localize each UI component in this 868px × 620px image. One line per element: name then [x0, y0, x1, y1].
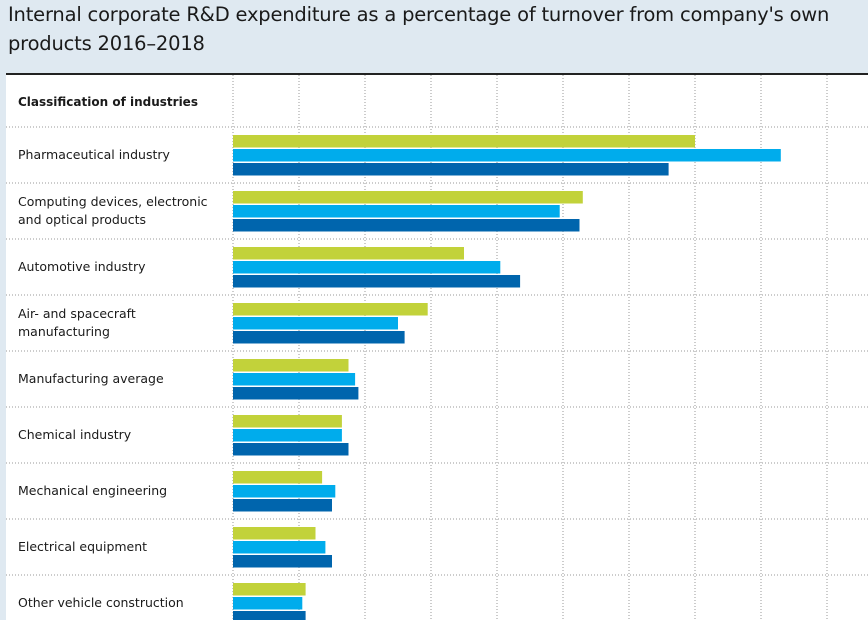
category-label: Other vehicle construction [18, 595, 184, 610]
bar [233, 443, 349, 456]
bar [233, 191, 583, 204]
bar [233, 583, 306, 596]
bar-chart: Classification of industries Pharmaceutic… [6, 75, 868, 620]
category-label: Mechanical engineering [18, 483, 167, 498]
category-label: Manufacturing average [18, 371, 164, 386]
bar [233, 429, 342, 442]
category-label: Chemical industry [18, 427, 132, 442]
category-label: manufacturing [18, 324, 110, 339]
bar [233, 135, 695, 148]
bar [233, 541, 326, 554]
category-label: Air- and spacecraft [18, 306, 136, 321]
bar [233, 303, 428, 316]
chart-panel: Classification of industries Pharmaceutic… [6, 73, 868, 620]
bar [233, 275, 521, 288]
column-header: Classification of industries [18, 95, 198, 109]
chart-title: Internal corporate R&D expenditure as a … [8, 3, 830, 55]
bar [233, 205, 560, 218]
bar [233, 527, 316, 540]
category-label: Computing devices, electronic [18, 194, 208, 209]
bar [233, 555, 332, 568]
bar [233, 499, 332, 512]
bar [233, 149, 781, 162]
bar [233, 247, 464, 260]
category-label: Electrical equipment [18, 539, 147, 554]
bar [233, 261, 501, 274]
bar [233, 359, 349, 372]
bar [233, 387, 359, 400]
bar [233, 373, 356, 386]
category-label: Automotive industry [18, 259, 146, 274]
category-label: Pharmaceutical industry [18, 147, 171, 162]
bar [233, 219, 580, 232]
bar [233, 471, 323, 484]
bar [233, 163, 669, 176]
bar [233, 597, 303, 610]
bar [233, 415, 342, 428]
category-label: and optical products [18, 212, 146, 227]
bar [233, 485, 336, 498]
bar [233, 317, 398, 330]
bar [233, 331, 405, 344]
bar [233, 611, 306, 620]
